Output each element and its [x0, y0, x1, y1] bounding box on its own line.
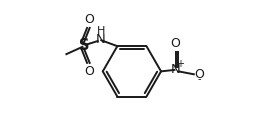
Text: S: S	[79, 38, 89, 53]
Text: O: O	[85, 13, 95, 26]
Text: O: O	[85, 65, 95, 78]
Text: N: N	[171, 63, 181, 76]
Text: O: O	[195, 68, 204, 81]
Text: +: +	[176, 59, 184, 69]
Text: -: -	[198, 74, 201, 84]
Text: O: O	[171, 37, 181, 50]
Text: N: N	[96, 33, 106, 46]
Text: H: H	[96, 26, 105, 36]
